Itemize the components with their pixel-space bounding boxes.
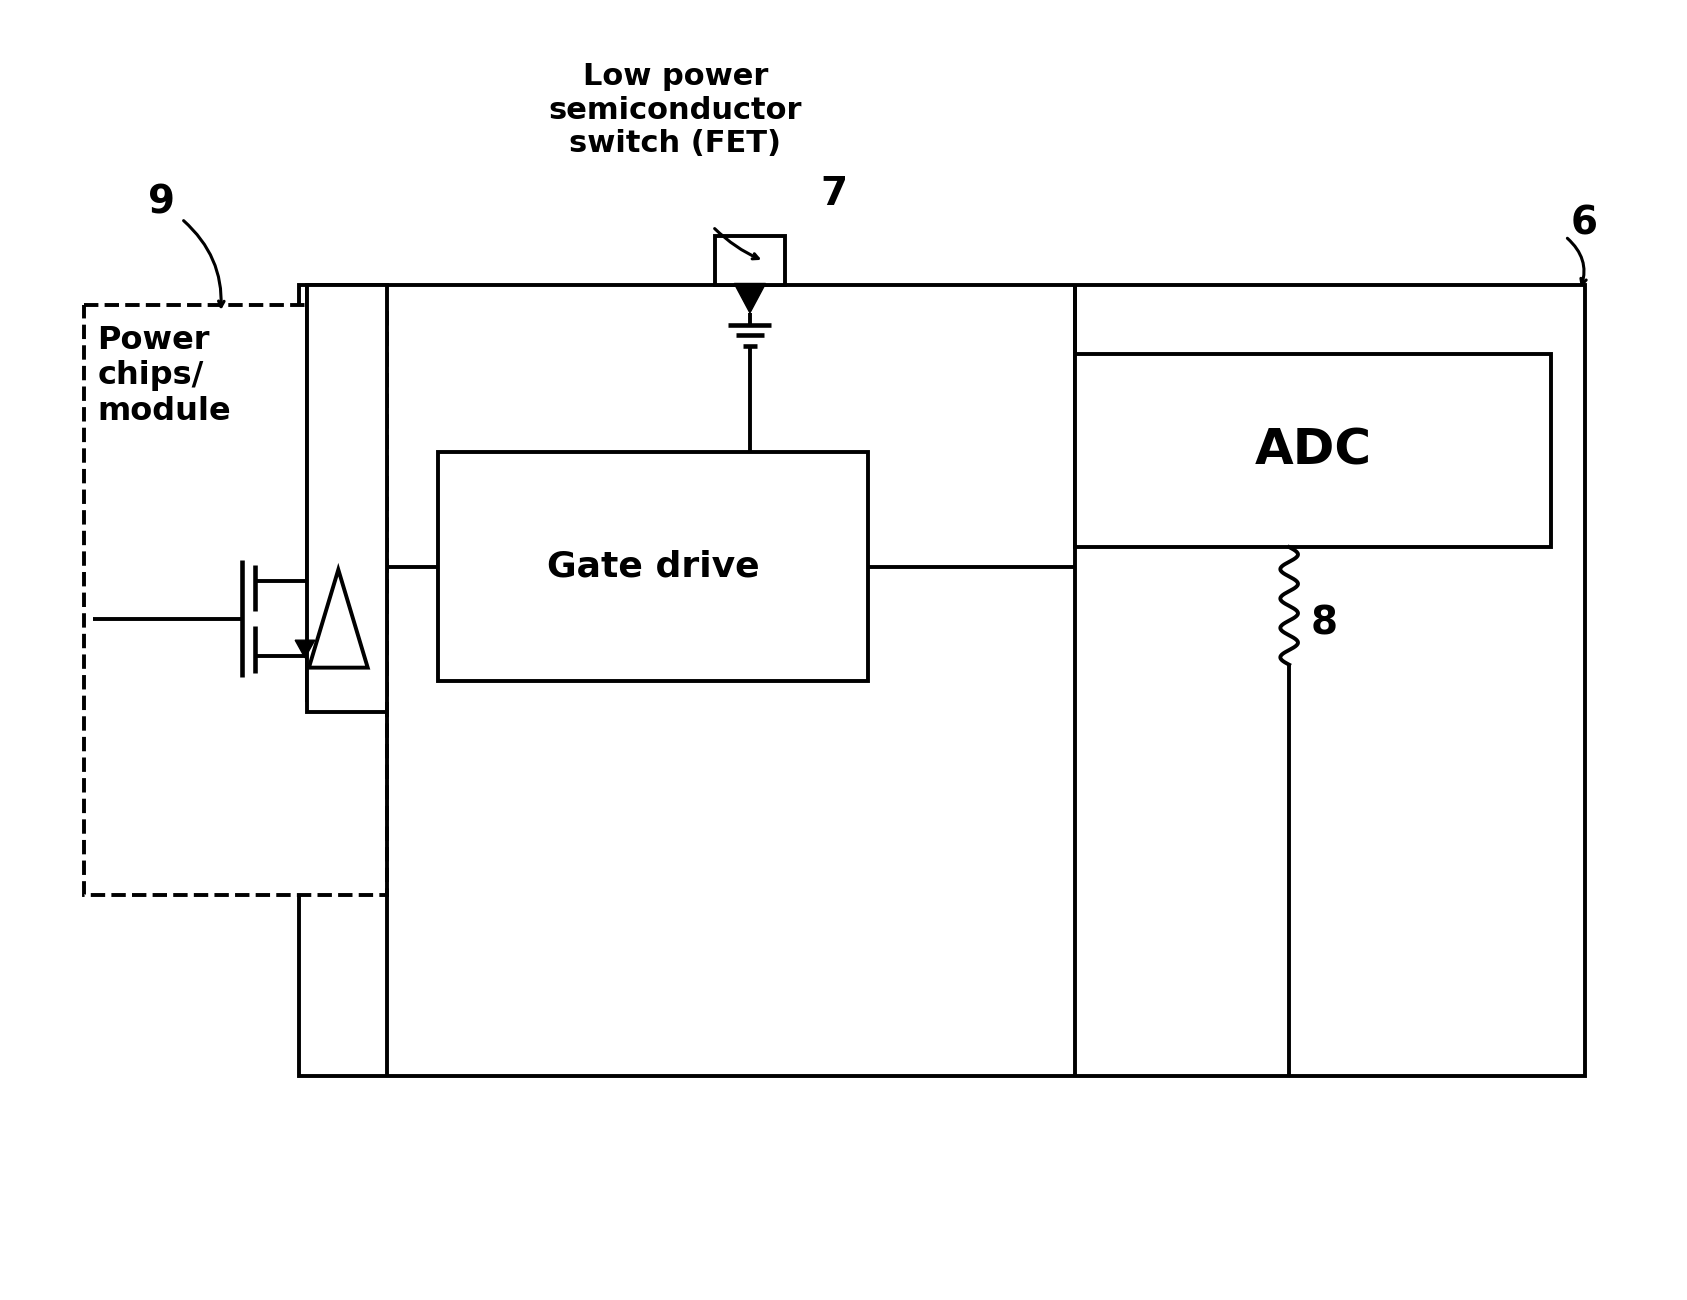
Text: 6: 6 (1571, 204, 1598, 243)
Text: Gate drive: Gate drive (547, 550, 759, 584)
Bar (84, 306, 388, 894)
Polygon shape (734, 283, 766, 313)
Text: Power
chips/
module: Power chips/ module (98, 325, 231, 428)
Bar (715, 237, 784, 286)
Bar (299, 286, 1584, 1076)
Text: 9: 9 (148, 183, 175, 221)
Bar (439, 452, 867, 681)
Bar (307, 286, 388, 711)
Polygon shape (309, 569, 368, 668)
Bar (1075, 354, 1550, 547)
Text: 8: 8 (1311, 604, 1338, 642)
Polygon shape (295, 640, 315, 658)
Text: Low power
semiconductor
switch (FET): Low power semiconductor switch (FET) (548, 62, 803, 159)
Text: ADC: ADC (1255, 426, 1372, 474)
Text: 7: 7 (820, 176, 847, 213)
